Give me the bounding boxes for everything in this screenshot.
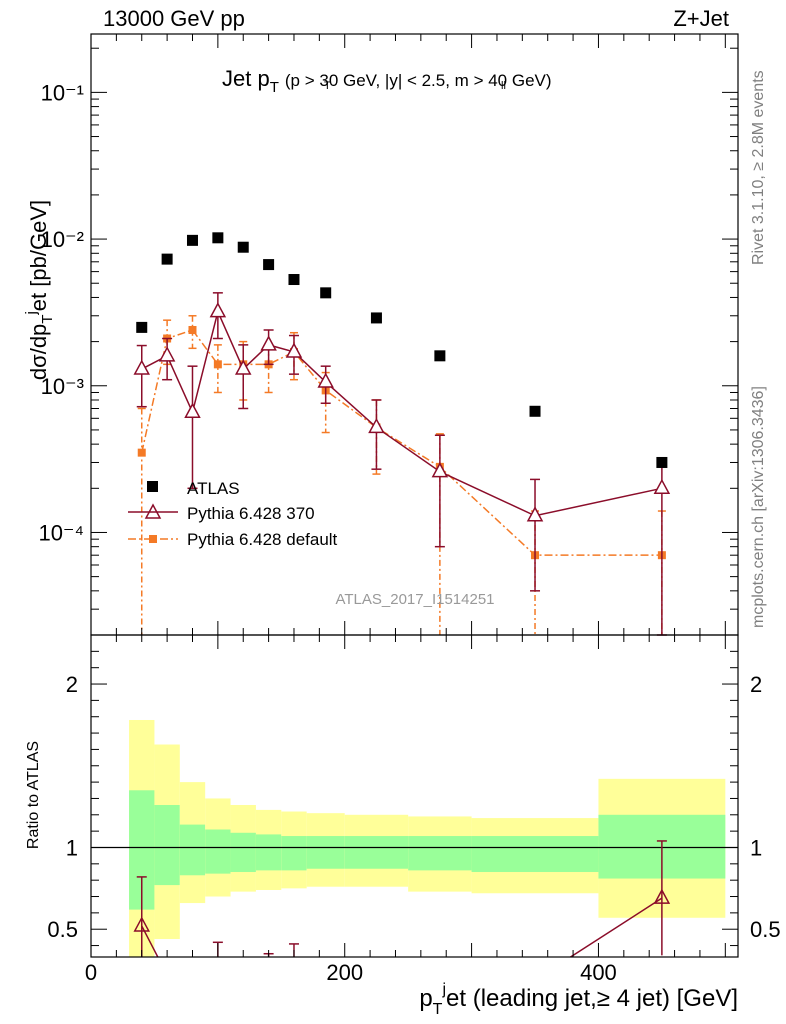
py370-point <box>260 335 277 351</box>
legend-pydef-label: Pythia 6.428 default <box>187 530 338 549</box>
title-cuts-sub-pt: T <box>324 80 331 92</box>
py370-point <box>431 462 449 478</box>
x-axis-label: pTjet (leading jet,≥ 4 jet) [GeV] <box>419 981 738 1018</box>
y-axis-label-main: dσ/dp <box>26 324 51 380</box>
atlas-point <box>212 232 224 244</box>
y-axis-label-sup: j <box>23 311 40 315</box>
atlas-point <box>434 350 446 362</box>
py370-point <box>209 302 227 318</box>
y-tick-label: 10⁻⁴ <box>38 520 84 545</box>
ratio-plot-frame <box>90 634 739 958</box>
x-axis-label-sub: T <box>433 1001 443 1018</box>
ratio-tick-label-left: 1 <box>66 835 78 860</box>
ratio-tick-label-right: 0.5 <box>750 917 781 942</box>
legend-atlas-marker <box>147 481 158 492</box>
y-axis-label-rest: et [pb/GeV] <box>26 200 51 311</box>
atlas-point <box>529 405 541 417</box>
py370-point <box>133 359 151 375</box>
x-axis-label-sup: j <box>441 981 446 998</box>
atlas-point <box>263 259 275 271</box>
py370-point <box>285 342 303 358</box>
inner-band-bin <box>408 836 472 871</box>
py370-line <box>141 309 663 517</box>
ratio-y-axis-label: Ratio to ATLAS <box>25 741 42 849</box>
plot-title: Jet pT (p > 30 GeV, |y| < 2.5, m > 40 GeV… <box>222 66 552 96</box>
pydef-point <box>137 448 146 457</box>
ratio-tick-label-right: 2 <box>750 672 762 697</box>
pydef-line <box>141 329 662 556</box>
inner-band-bin <box>255 834 282 871</box>
pydef-point <box>188 325 197 334</box>
py370-point <box>184 402 201 418</box>
y-axis-label-sub: T <box>39 315 56 324</box>
atlas-point <box>320 287 332 299</box>
atlas-point <box>161 253 173 265</box>
inner-band-bin <box>230 832 256 873</box>
x-tick-label: 0 <box>85 960 97 985</box>
py370-point <box>317 372 334 388</box>
ratio-uncertainty-bands <box>129 719 726 957</box>
y-tick-label: 10⁻³ <box>41 374 84 399</box>
x-axis-label-rest: et (leading jet,≥ 4 jet) [GeV] <box>446 985 738 1012</box>
axis-ticks: 0 200 400 10⁻⁴ 10⁻³ 10⁻² 10⁻¹ 0.5 0.5 1 1 2 2 <box>38 34 781 985</box>
py370-point <box>368 417 385 434</box>
series-layer <box>133 232 671 957</box>
ratio-tick-label-left: 0.5 <box>47 917 78 942</box>
py370-point <box>234 359 252 375</box>
legend: ATLAS Pythia 6.428 370 Pythia 6.428 defa… <box>128 479 338 549</box>
header-energy-label: 13000 GeV pp <box>103 6 245 31</box>
atlas-point <box>370 312 382 324</box>
atlas-point <box>656 456 668 468</box>
legend-py370-label: Pythia 6.428 370 <box>187 504 315 523</box>
py370-point <box>526 506 544 522</box>
inner-band-bin <box>154 804 180 886</box>
legend-py370-marker <box>144 503 162 519</box>
inner-band-bin <box>179 824 206 876</box>
ratio-tick-label-right: 1 <box>750 835 762 860</box>
atlas-point <box>136 321 148 333</box>
ratio-tick-label-left: 2 <box>66 672 78 697</box>
rivet-version-label: Rivet 3.1.10, ≥ 2.8M events <box>750 70 767 265</box>
inner-band-bin <box>205 829 231 874</box>
py370-point <box>653 478 671 495</box>
y-axis-label: dσ/dpTjet [pb/GeV] <box>23 200 56 380</box>
legend-pydef-marker <box>149 535 157 543</box>
plot-title-main-sub: T <box>270 79 279 96</box>
pydef-point <box>213 360 222 369</box>
title-cuts-sub-mll: ll <box>501 80 506 92</box>
inner-band-bin <box>306 836 345 869</box>
x-tick-label: 200 <box>326 960 363 985</box>
atlas-point <box>237 241 249 253</box>
plot-title-main: Jet p <box>222 66 270 91</box>
inner-band-bin <box>281 836 307 871</box>
inner-band-bin <box>471 836 599 873</box>
py370-ratio-point <box>133 916 151 932</box>
header-process-label: Z+Jet <box>673 6 729 31</box>
py370-ratio-point <box>653 888 671 904</box>
py370-point <box>158 346 176 362</box>
x-axis-label-main: p <box>419 985 432 1012</box>
mcplots-label: mcplots.cern.ch [arXiv:1306.3436] <box>750 386 767 628</box>
plot-title-cuts: (p > 30 GeV, |y| < 2.5, m > 40 GeV) <box>285 71 552 90</box>
y-tick-label: 10⁻¹ <box>41 80 84 105</box>
atlas-point <box>288 274 300 286</box>
x-tick-label: 400 <box>580 960 617 985</box>
legend-atlas-label: ATLAS <box>187 479 240 498</box>
y-tick-label: 10⁻² <box>41 227 84 252</box>
inner-band-bin <box>344 836 409 869</box>
analysis-id-label: ATLAS_2017_I1514251 <box>335 591 494 608</box>
atlas-point <box>186 234 198 246</box>
